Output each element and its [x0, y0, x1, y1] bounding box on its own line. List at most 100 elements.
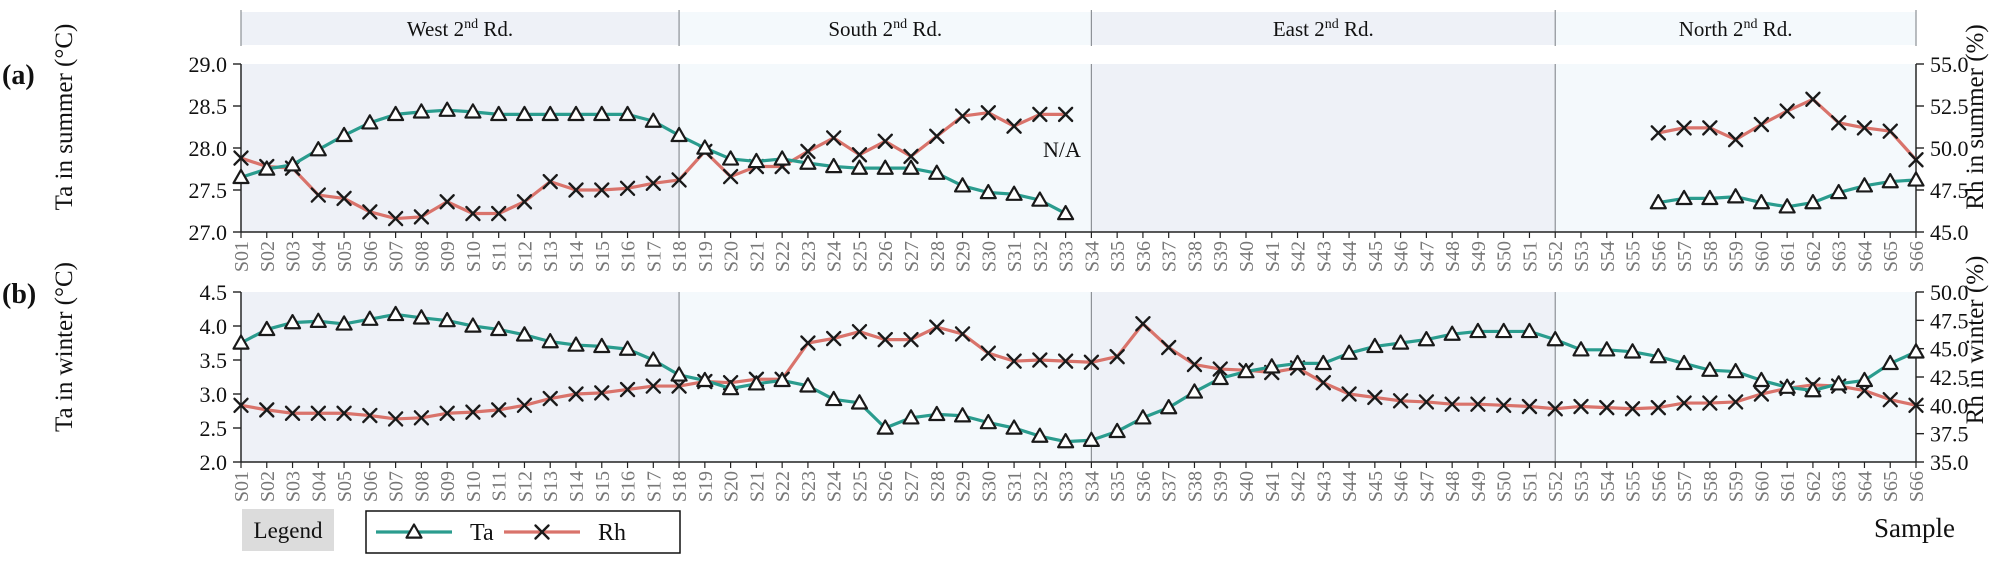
section-bg — [241, 292, 680, 462]
panel-b-right-axis-title: Rh in winter (%) — [1962, 256, 1989, 425]
left-tick-label: 28.0 — [189, 136, 228, 161]
x-tick-label: S24 — [824, 471, 846, 502]
ta-point — [490, 105, 508, 122]
x-tick-label: S19 — [695, 241, 717, 272]
ta-point — [773, 150, 791, 166]
rh-point — [1315, 374, 1332, 391]
ta-point — [1649, 194, 1667, 210]
ta-point — [979, 413, 997, 430]
left-tick-label: 4.5 — [200, 280, 228, 305]
ta-point — [1804, 382, 1822, 398]
x-tick-label: S25 — [849, 241, 871, 272]
x-tick-label: S43 — [1313, 471, 1335, 502]
ta-point — [1598, 341, 1616, 357]
x-tick-label: S46 — [1391, 471, 1413, 502]
x-tick-label: S27 — [901, 241, 923, 272]
ta-point — [567, 105, 585, 122]
section-label: North 2nd Rd. — [1679, 17, 1793, 41]
x-tick-label: S52 — [1545, 471, 1567, 502]
ta-point — [1314, 354, 1332, 371]
panel-b-left-axis-title: Ta in winter (°C) — [51, 262, 78, 432]
rh-point — [413, 410, 430, 426]
rh-point — [903, 148, 919, 165]
ta-point — [1701, 189, 1719, 206]
ta-point — [1263, 358, 1281, 374]
left-tick-label: 4.0 — [200, 314, 228, 339]
rh-point — [1882, 123, 1898, 139]
ta-point — [1546, 331, 1564, 347]
ta-point — [1830, 375, 1848, 391]
rh-point — [516, 194, 533, 210]
ta-point — [1752, 371, 1770, 388]
x-tick-label: S34 — [1081, 471, 1103, 502]
rh-point — [1727, 131, 1744, 148]
rh-point — [722, 168, 739, 185]
ta-point — [232, 168, 250, 185]
rh-point — [1805, 91, 1821, 107]
ta-point — [1031, 191, 1049, 207]
rh-point — [1032, 106, 1048, 123]
x-tick-label: S33 — [1056, 471, 1078, 502]
rh-point — [542, 390, 558, 407]
ta-point — [876, 159, 894, 175]
x-tick-label: S27 — [901, 471, 923, 502]
ta-point — [593, 337, 611, 354]
right-tick-label: 52.5 — [1930, 94, 1969, 119]
x-tick-label: S44 — [1339, 241, 1361, 272]
x-tick-label: S53 — [1571, 241, 1593, 272]
ta-point — [799, 377, 817, 393]
section-label: East 2nd Rd. — [1273, 17, 1374, 41]
rh-point — [568, 182, 584, 198]
x-tick-label: S55 — [1623, 241, 1645, 272]
right-tick-label: 35.0 — [1930, 450, 1969, 475]
rh-point — [1676, 120, 1692, 136]
section-header-bg — [679, 12, 1092, 45]
x-tick-label: S45 — [1365, 471, 1387, 502]
rh-point — [465, 404, 481, 420]
rh-point — [568, 386, 584, 402]
x-tick-label: S01 — [231, 241, 253, 272]
x-tick-label: S48 — [1442, 471, 1464, 502]
x-tick-label: S65 — [1880, 471, 1902, 502]
right-tick-label: 47.5 — [1930, 178, 1969, 203]
left-tick-label: 27.5 — [189, 178, 228, 203]
right-tick-label: 45.0 — [1930, 337, 1969, 362]
section-label: West 2nd Rd. — [407, 17, 513, 41]
right-tick-label: 50.0 — [1930, 136, 1969, 161]
ta-point — [1727, 188, 1745, 204]
x-tick-label: S51 — [1519, 471, 1541, 502]
rh-point — [233, 150, 249, 166]
x-tick-label: S08 — [411, 241, 433, 272]
x-tick-label: S22 — [772, 241, 794, 272]
panel-a-na-text: N/A — [1043, 137, 1081, 162]
rh-point — [1779, 103, 1795, 119]
ta-point — [1881, 354, 1899, 371]
section-header-bg — [1555, 12, 1916, 45]
ta-point — [953, 407, 972, 423]
ta-point — [1907, 343, 1925, 359]
ta-point — [335, 126, 353, 143]
x-tick-label: S40 — [1236, 471, 1258, 502]
x-tick-label: S20 — [721, 241, 743, 272]
x-tick-label: S11 — [489, 241, 511, 271]
x-tick-label: S03 — [283, 241, 305, 272]
x-tick-label: S23 — [798, 241, 820, 272]
rh-point — [1830, 115, 1847, 131]
x-tick-label: S10 — [463, 471, 485, 502]
x-tick-label: S61 — [1777, 471, 1799, 502]
rh-point — [1135, 316, 1151, 332]
x-tick-label: S47 — [1416, 241, 1438, 272]
x-tick-label: S32 — [1030, 471, 1052, 502]
ta-point — [618, 340, 637, 356]
ta-point — [283, 314, 302, 330]
x-tick-label: S38 — [1184, 471, 1206, 502]
x-tick-label: S06 — [360, 471, 382, 502]
rh-point — [233, 397, 249, 414]
x-tick-label: S35 — [1107, 471, 1129, 502]
ta-point — [1340, 344, 1358, 360]
rh-point — [851, 147, 868, 163]
ta-point — [387, 105, 405, 122]
rh-point — [929, 128, 945, 144]
ta-point — [1907, 171, 1925, 187]
rh-point — [1186, 356, 1203, 373]
